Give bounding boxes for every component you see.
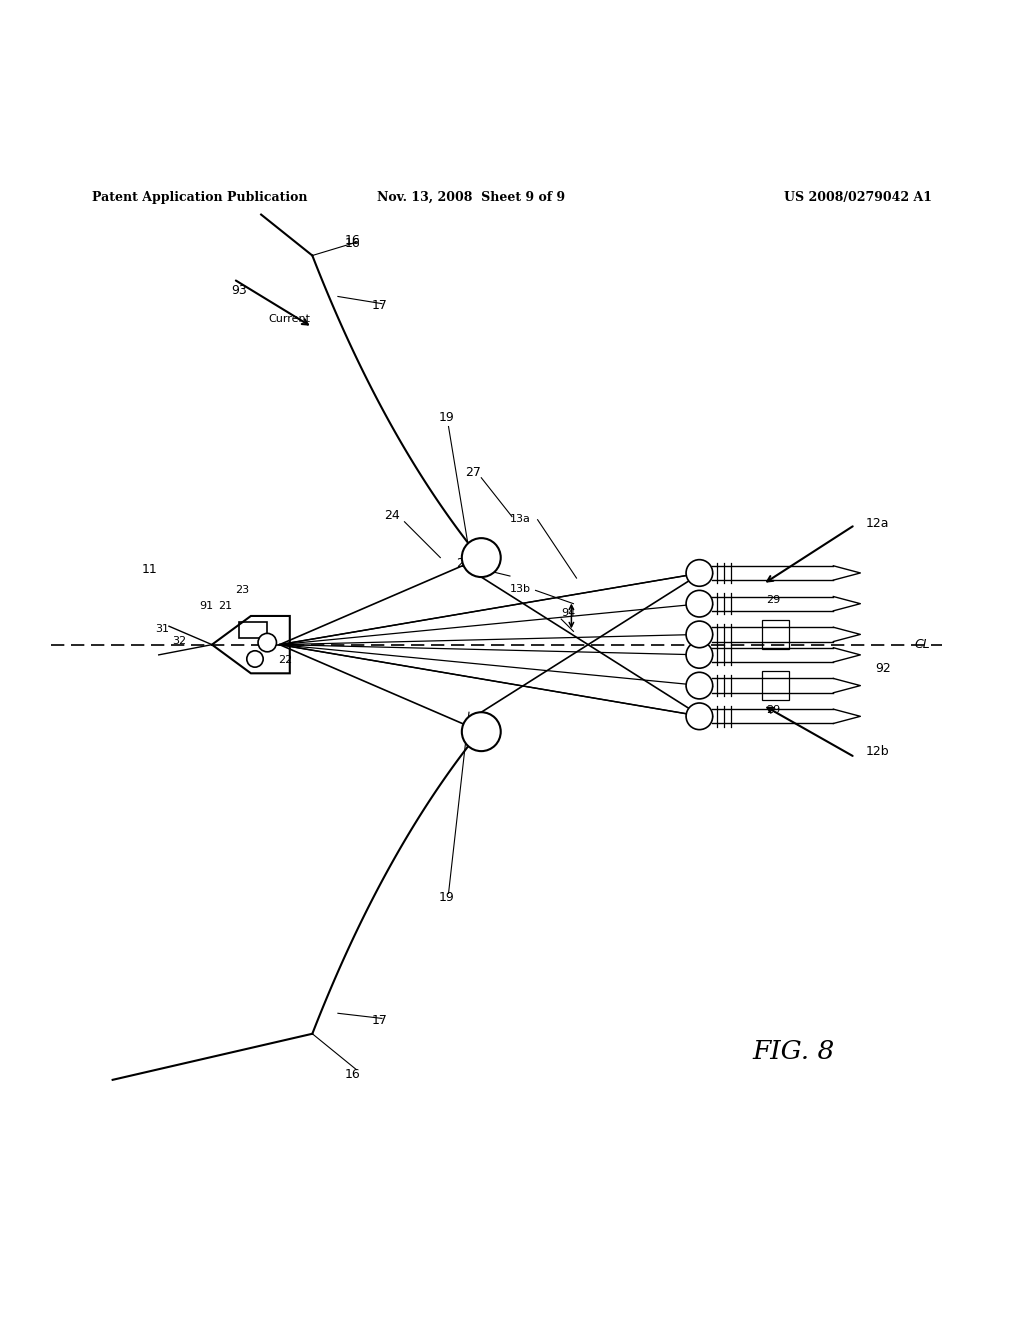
Text: 16: 16 xyxy=(345,238,360,251)
Circle shape xyxy=(686,672,713,698)
Text: CL: CL xyxy=(914,638,930,651)
Text: 23: 23 xyxy=(236,586,250,595)
Circle shape xyxy=(462,713,501,751)
Text: 31: 31 xyxy=(156,624,170,635)
Text: 19: 19 xyxy=(438,891,454,904)
Text: 92: 92 xyxy=(876,663,891,676)
Text: 11: 11 xyxy=(141,562,157,576)
Text: 27: 27 xyxy=(465,466,481,479)
Text: 17: 17 xyxy=(372,1014,388,1027)
Text: Current: Current xyxy=(268,314,310,325)
Text: 29: 29 xyxy=(766,594,780,605)
Text: US 2008/0279042 A1: US 2008/0279042 A1 xyxy=(783,191,932,205)
Circle shape xyxy=(258,634,276,652)
Text: 94: 94 xyxy=(561,609,575,618)
Text: 17: 17 xyxy=(372,298,388,312)
Text: 13a: 13a xyxy=(510,513,530,524)
Circle shape xyxy=(247,651,263,667)
Text: 93: 93 xyxy=(231,284,247,297)
Circle shape xyxy=(686,560,713,586)
Text: 22: 22 xyxy=(279,655,293,665)
Text: Patent Application Publication: Patent Application Publication xyxy=(92,191,307,205)
Text: 12b: 12b xyxy=(865,746,889,758)
Text: 21: 21 xyxy=(218,601,232,611)
Text: 32: 32 xyxy=(172,636,186,645)
Text: 28: 28 xyxy=(456,557,472,570)
Text: 16: 16 xyxy=(345,234,360,247)
Text: 13b: 13b xyxy=(510,585,531,594)
Circle shape xyxy=(686,590,713,616)
Text: 24: 24 xyxy=(384,508,399,521)
Text: 19: 19 xyxy=(438,412,454,425)
Text: 12a: 12a xyxy=(865,517,889,529)
Circle shape xyxy=(686,704,713,730)
Text: 16: 16 xyxy=(345,1068,360,1081)
Circle shape xyxy=(686,642,713,668)
Circle shape xyxy=(686,622,713,648)
Text: 91: 91 xyxy=(200,601,214,611)
Text: FIG. 8: FIG. 8 xyxy=(753,1039,835,1064)
Text: Nov. 13, 2008  Sheet 9 of 9: Nov. 13, 2008 Sheet 9 of 9 xyxy=(377,191,565,205)
Circle shape xyxy=(462,539,501,577)
Text: 29: 29 xyxy=(766,705,780,715)
